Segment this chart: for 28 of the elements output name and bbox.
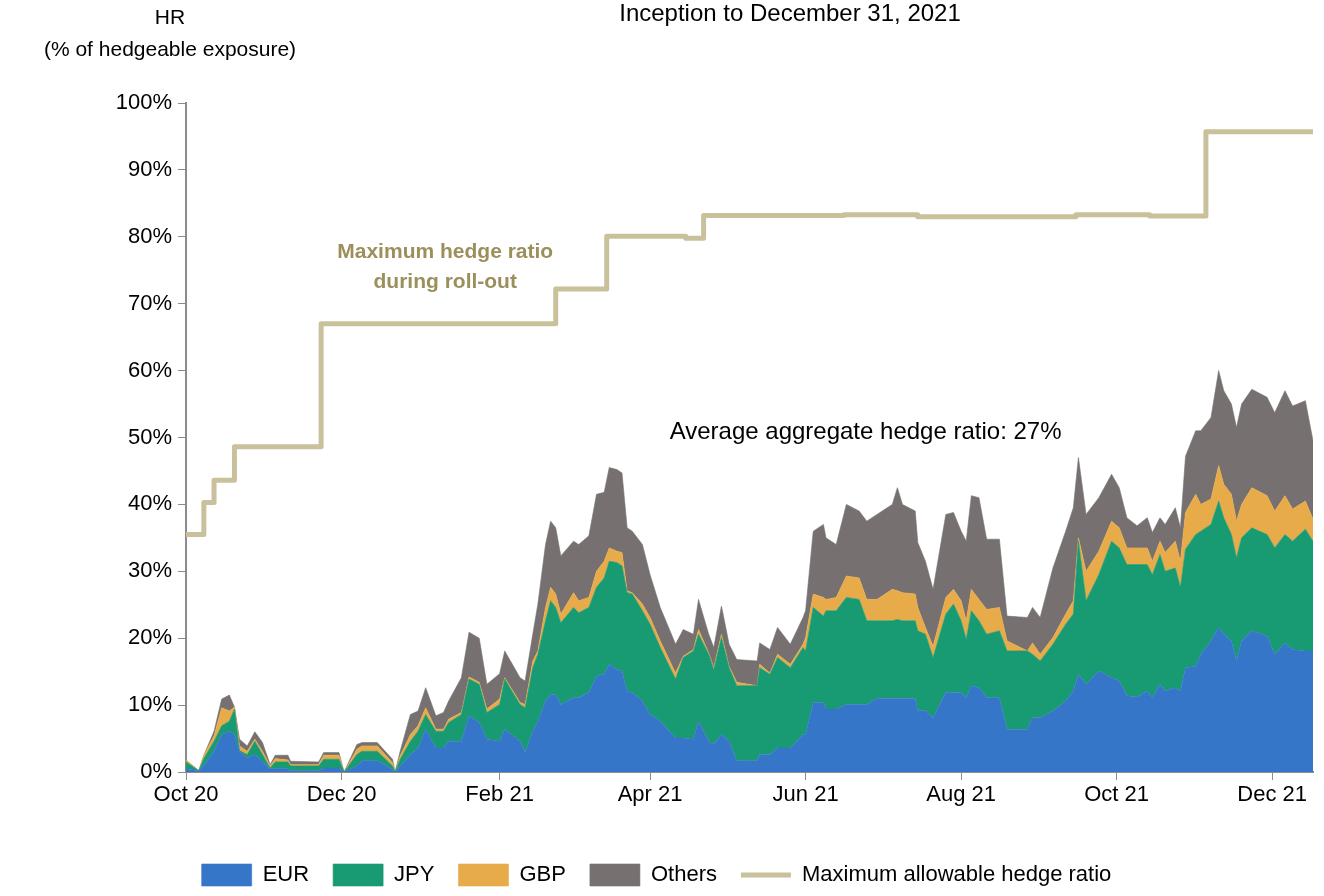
x-tick-label: Aug 21 [926,781,996,807]
chart-title: Inception to December 31, 2021 [619,0,961,26]
legend-label: JPY [394,861,435,887]
x-tick-label: Jun 21 [772,781,839,807]
annotation: Maximum hedge ratio during roll-out [337,238,554,292]
x-tick-label: Oct 20 [153,781,219,807]
legend-label: EUR [262,861,310,887]
legend-label: GBP [519,861,566,887]
y-tick-label: 60% [127,356,172,382]
y-tick-label: 90% [127,155,172,181]
y-tick-label: 20% [127,624,172,650]
y-tick-label: 80% [127,222,172,248]
y-tick-label: 100% [115,89,172,115]
y-tick-label: 30% [127,557,172,583]
y-tick-label: 0% [140,758,172,784]
annotation: Average aggregate hedge ratio: 27% [669,416,1062,444]
legend-label: Maximum allowable hedge ratio [801,861,1112,887]
x-tick-label: Dec 20 [306,781,377,807]
y-tick-label: 50% [127,423,172,449]
y-axis-title: HR (% of hedgeable exposure) [43,5,297,61]
y-tick-label: 40% [127,490,172,516]
y-tick-label: 10% [127,691,172,717]
x-tick-label: Oct 21 [1084,781,1150,807]
x-tick-label: Dec 21 [1237,781,1308,807]
y-tick-label: 70% [127,289,172,315]
legend-label: Others [650,861,717,887]
x-tick-label: Feb 21 [465,781,534,807]
x-tick-label: Apr 21 [617,781,683,807]
